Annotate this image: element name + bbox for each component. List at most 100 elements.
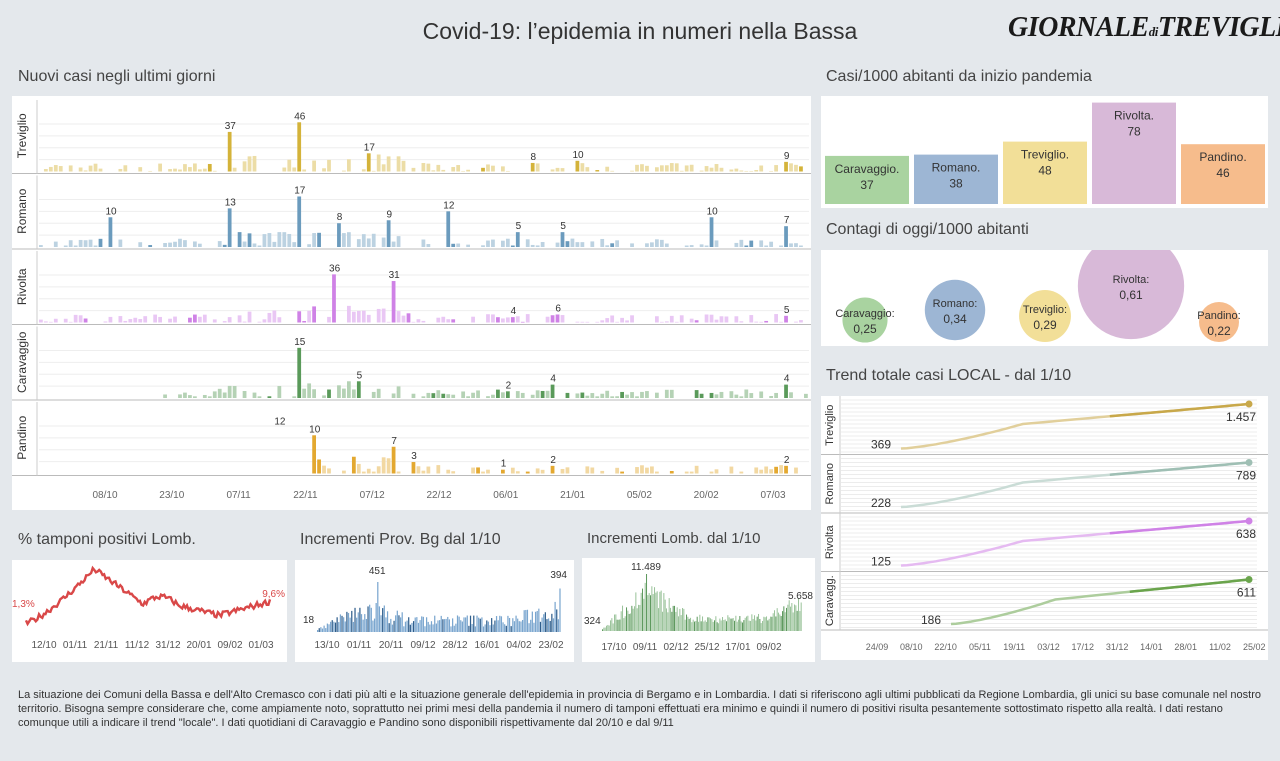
x-tick-label: 19/11 — [1003, 642, 1025, 652]
lomb-bar — [719, 618, 721, 631]
bar — [371, 233, 376, 247]
bar — [48, 166, 53, 172]
bg-bar — [443, 619, 446, 632]
per1000-bar — [1092, 102, 1176, 204]
bar — [342, 170, 346, 172]
bg-bar — [346, 611, 348, 632]
bar — [287, 159, 292, 172]
data-label: 10 — [572, 150, 584, 161]
bar — [774, 392, 778, 398]
lomb-bar — [672, 605, 674, 631]
bar — [312, 306, 316, 323]
bar — [456, 165, 461, 172]
bg-bar — [445, 618, 447, 632]
lomb-bar — [775, 616, 777, 631]
footer-note: La situazione dei Comuni della Bassa e d… — [18, 689, 1262, 729]
bg-bar — [559, 588, 561, 632]
lomb-bar — [678, 616, 680, 631]
lomb-bar — [626, 607, 628, 631]
bar — [684, 471, 689, 474]
lomb-bar — [624, 616, 626, 631]
bar — [784, 315, 788, 323]
x-tick-label: 31/12 — [1106, 642, 1129, 652]
bar — [78, 239, 83, 247]
bar — [342, 470, 346, 474]
bar — [630, 315, 634, 323]
lomb-bar — [608, 625, 610, 631]
bar — [431, 393, 436, 398]
lomb-bar — [692, 619, 694, 631]
bar — [287, 233, 292, 247]
bar — [302, 321, 307, 323]
bar — [327, 389, 331, 398]
bar — [361, 471, 366, 474]
bar — [153, 314, 158, 323]
bg-bar — [417, 622, 420, 632]
bar — [451, 319, 456, 323]
bar — [247, 311, 252, 323]
trend-end-value: 789 — [1236, 469, 1256, 483]
bg-bar — [347, 612, 350, 632]
lomb-bar — [607, 624, 609, 631]
lomb-bar — [792, 612, 794, 631]
bar — [580, 321, 585, 323]
lomb-bar — [630, 613, 632, 631]
lomb-bar — [704, 620, 706, 631]
bar — [202, 314, 207, 323]
lomb-bar — [602, 629, 604, 631]
bg-bar — [461, 621, 463, 632]
bg-bar — [536, 610, 538, 632]
bar — [366, 153, 371, 172]
lomb-bar — [688, 618, 690, 631]
lomb-bar — [634, 606, 636, 631]
new-cases-title: Nuovi casi negli ultimi giorni — [18, 68, 216, 85]
data-label: 10 — [309, 424, 321, 435]
lomb-bar — [794, 604, 796, 631]
bar — [193, 163, 197, 172]
lomb-bar — [702, 616, 704, 631]
x-tick-label: 07/03 — [760, 490, 785, 501]
bar — [476, 467, 480, 474]
bg-bar — [450, 626, 452, 632]
bar — [635, 396, 639, 398]
bar — [605, 245, 610, 247]
bar — [366, 314, 371, 323]
bg-bar — [367, 606, 369, 632]
bar — [689, 245, 694, 247]
bar — [222, 392, 227, 398]
x-tick-label: 09/11 — [633, 642, 658, 653]
bar — [739, 471, 744, 474]
x-tick-label: 28/12 — [442, 640, 467, 651]
bar — [501, 240, 505, 247]
bar — [709, 314, 714, 323]
bar — [719, 391, 724, 398]
bar — [486, 469, 490, 474]
today-title: Contagi di oggi/1000 abitanti — [826, 221, 1029, 238]
lomb-bar — [767, 620, 769, 631]
today-bubble — [924, 279, 986, 341]
bar — [754, 321, 759, 323]
bar — [317, 232, 321, 247]
bar — [585, 321, 590, 323]
bar — [535, 245, 540, 247]
bar — [381, 457, 386, 474]
bar — [659, 321, 664, 323]
bar — [53, 318, 58, 323]
bar — [550, 169, 555, 172]
bg-bar — [520, 621, 522, 632]
data-label: 37 — [225, 121, 237, 132]
lomb-bar — [746, 616, 748, 631]
bar — [605, 166, 610, 172]
bar — [784, 384, 788, 398]
bg-bar — [362, 619, 364, 632]
today-bubble — [1019, 290, 1071, 342]
bar — [371, 170, 376, 172]
bar — [98, 168, 103, 172]
bg-bar — [481, 617, 483, 632]
bar — [645, 243, 649, 247]
x-tick-label: 17/10 — [601, 642, 626, 653]
bg-bar — [391, 624, 394, 632]
lomb-bar — [730, 618, 732, 631]
lomb-bar — [738, 619, 740, 631]
lomb-bar — [643, 598, 645, 631]
